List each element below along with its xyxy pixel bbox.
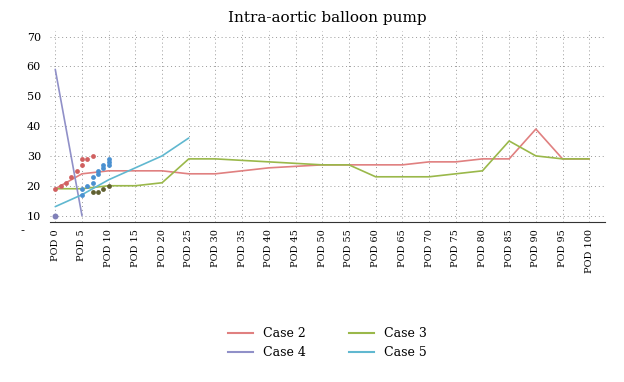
Point (77, 186, 87, 192)
Point (66, 174, 76, 180)
Point (87, 153, 97, 159)
Title: Intra-aortic balloon pump: Intra-aortic balloon pump (228, 11, 427, 25)
Point (93, 189, 103, 195)
Point (77, 162, 87, 168)
Point (99, 165, 109, 171)
Point (61, 180, 71, 186)
Point (56, 183, 66, 189)
Point (87, 180, 97, 186)
Point (77, 192, 87, 198)
Point (82, 156, 92, 162)
Point (104, 162, 114, 168)
Point (87, 174, 97, 180)
Point (104, 156, 114, 162)
Text: -: - (21, 225, 25, 235)
Point (104, 183, 114, 189)
Point (82, 183, 92, 189)
Point (104, 159, 114, 165)
Point (93, 171, 103, 177)
Point (99, 162, 109, 168)
Point (72, 168, 82, 174)
Point (51, 186, 61, 192)
Point (77, 156, 87, 162)
Point (87, 189, 97, 195)
Legend: Case 2, Case 4, Case 3, Case 5: Case 2, Case 4, Case 3, Case 5 (223, 322, 432, 364)
Point (99, 186, 109, 192)
Point (51, 212, 61, 219)
Point (93, 168, 103, 174)
